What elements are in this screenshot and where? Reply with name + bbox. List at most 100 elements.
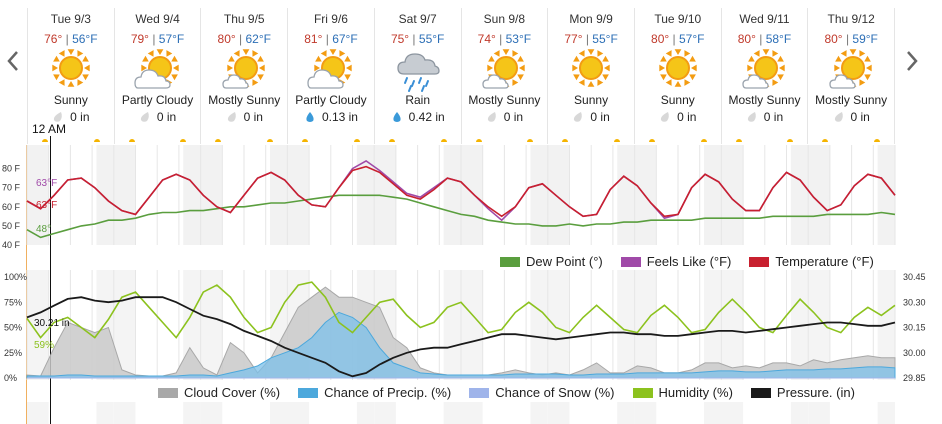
day-column[interactable]: Thu 9/5 80° | 62°F Mostly Sunny 0 in [200,8,287,144]
sunrise-sunset-markers [28,139,114,142]
sunrise-icon [475,139,482,142]
legend-item[interactable]: Feels Like (°F) [620,254,732,269]
day-date: Tue 9/10 [654,12,702,26]
sunrise-icon [128,139,135,142]
low-temp: 58°F [765,32,792,46]
day-column[interactable]: Thu 9/12 80° | 59°F Mostly Sunny 0 in [807,8,896,144]
legend-label: Cloud Cover (%) [184,385,281,400]
day-condition: Mostly Sunny [468,93,541,107]
night-band [113,402,136,424]
legend-item[interactable]: Chance of Precip. (%) [298,385,451,400]
day-column[interactable]: Tue 9/3 76° | 56°F Sunny 0 in [27,8,114,144]
night-band [634,270,657,380]
night-band [183,145,201,245]
high-temp: 80° [824,32,843,46]
legend-swatch [298,387,319,398]
high-temp: 80° [737,32,756,46]
sunset-icon [180,139,187,142]
partly-cloudy-icon [307,49,352,89]
day-precip: 0 in [635,110,721,124]
y-tick-label-pressure: 30.45 [903,272,926,282]
precip-amount: 0 in [243,110,263,124]
dry-drop-icon [227,112,236,122]
night-band [547,145,570,245]
sunset-icon [700,139,707,142]
day-date: Fri 9/6 [313,12,348,26]
legend-item[interactable]: Chance of Snow (%) [469,385,615,400]
sunrise-icon [648,139,655,142]
legend-item[interactable]: Humidity (%) [632,385,733,400]
y-tick-label-percent: 50% [4,323,22,333]
day-date: Wed 9/4 [135,12,180,26]
precip-amount: 0 in [70,110,90,124]
day-date: Tue 9/3 [50,12,91,26]
day-column[interactable]: Wed 9/4 79° | 57°F Partly Cloudy 0 in [113,8,201,144]
next-arrow[interactable] [905,50,919,76]
sun-icon [52,49,90,87]
night-band [547,402,570,424]
day-condition: Sunny [53,93,88,107]
precip-chance-area [26,311,896,379]
night-band [530,145,548,245]
y-tick-label-temp: 80 F [2,164,21,174]
high-temp: 75° [390,32,410,46]
high-temp: 77° [564,32,583,46]
night-band [200,402,223,424]
day-condition: Sunny [574,93,609,107]
precip-amount: 0.42 in [408,110,445,124]
low-temp: 57°F [158,32,185,46]
dry-drop-icon [487,112,496,122]
sunrise-sunset-markers [115,139,201,142]
legend-item[interactable]: Temperature (°F) [749,254,874,269]
day-temps: 81° | 67°F [304,32,358,46]
night-band [704,270,722,380]
day-temps: 80° | 57°F [651,32,705,46]
day-temps: 80° | 59°F [824,32,878,46]
precip-amount: 0 in [156,110,177,124]
y-tick-label-pressure: 30.30 [903,297,926,307]
legend-item[interactable]: Dew Point (°) [500,254,603,269]
day-date: Thu 9/5 [223,12,265,26]
low-temp: 53°F [505,32,532,46]
legend-swatch [632,387,653,398]
night-band [461,402,483,424]
sunrise-icon [388,139,395,142]
night-band [877,402,895,424]
sunrise-icon [562,139,569,142]
night-band [808,145,830,245]
y-tick-label-percent: 75% [4,297,22,307]
legend-swatch [469,387,490,398]
day-column[interactable]: Mon 9/9 77° | 55°F Sunny 0 in [547,8,634,144]
day-column[interactable]: Sun 9/8 74° | 53°F Mostly Sunny 0 in [460,8,548,144]
legend-item[interactable]: Pressure. (in) [750,385,855,400]
day-column[interactable]: Fri 9/6 81° | 67°F Partly Cloudy 0.13 in [287,8,374,144]
day-column[interactable]: Wed 9/11 80° | 58°F Mostly Sunny 0 in [720,8,808,144]
mostly-sunny-icon [482,49,526,89]
day-column[interactable]: Sat 9/7 75° | 55°F Rain 0.42 in [373,8,461,144]
hourly-charts[interactable]: 80 F 70 F 60 F 50 F 40 F 63°F 63°F 48° 100% 75% 50… [0,145,942,424]
mostly-sunny-icon [742,49,786,89]
legend-item[interactable]: Cloud Cover (%) [158,385,280,400]
legend-label: Feels Like (°F) [646,254,732,269]
precip-amount: 0 in [503,110,524,124]
sunset-icon [353,139,360,142]
night-band [27,145,49,245]
night-band [808,270,830,380]
y-tick-label-temp: 50 F [2,221,21,231]
day-precip: 0 in [808,110,894,124]
y-tick-label-percent: 25% [4,348,22,358]
y-tick-label-percent: 100% [4,272,27,282]
sunrise-sunset-markers [201,139,287,142]
sunrise-sunset-markers [548,139,634,142]
day-temps: 77° | 55°F [564,32,618,46]
legend-label: Humidity (%) [658,385,733,400]
day-precip: 0.13 in [288,110,374,124]
prev-arrow[interactable] [6,50,20,76]
night-band [356,402,375,424]
rain-cloud-icon [397,53,440,92]
day-condition: Partly Cloudy [121,93,194,107]
feels-like-readout: 63°F [36,178,57,189]
time-cursor-line[interactable] [50,134,51,424]
day-column[interactable]: Tue 9/10 80° | 57°F Sunny 0 in [633,8,721,144]
low-temp: 55°F [592,32,618,46]
